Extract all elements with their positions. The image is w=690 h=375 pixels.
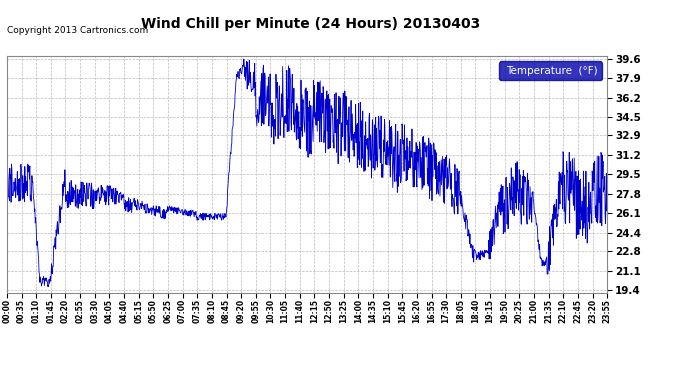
- Text: Copyright 2013 Cartronics.com: Copyright 2013 Cartronics.com: [7, 26, 148, 35]
- Legend: Temperature  (°F): Temperature (°F): [499, 62, 602, 80]
- Text: Wind Chill per Minute (24 Hours) 20130403: Wind Chill per Minute (24 Hours) 2013040…: [141, 17, 480, 31]
